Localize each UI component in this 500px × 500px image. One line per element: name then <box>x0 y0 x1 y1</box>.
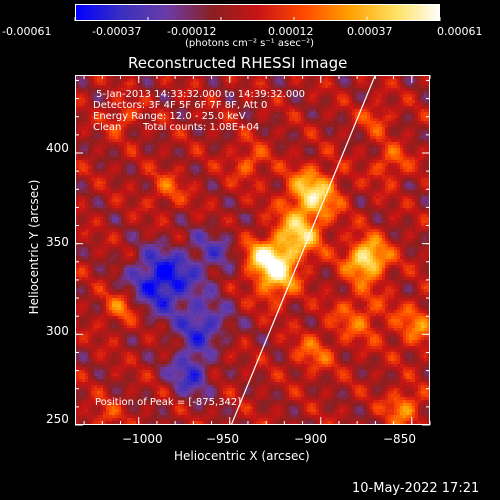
plot-area: 5-Jan-2013 14:33:32.000 to 14:39:32.000 … <box>75 75 430 425</box>
chart-title: Reconstructed RHESSI Image <box>128 54 348 72</box>
colorbar-tick-6: 0.00061 <box>437 25 483 38</box>
annotation-total-counts: Total counts: 1.08E+04 <box>143 122 260 133</box>
y-tick-label-1: 250 <box>46 412 69 426</box>
annotation-time-range: 5-Jan-2013 14:33:32.000 to 14:39:32.000 <box>96 89 305 100</box>
heatmap-image <box>76 76 429 424</box>
annotation-energy-range: Energy Range: 12.0 - 25.0 keV <box>93 111 246 122</box>
annotation-method: Clean <box>93 122 122 133</box>
x-tick-label-1: −1000 <box>122 432 163 446</box>
y-tick-label-4: 400 <box>46 141 69 155</box>
annotation-peak-position: Position of Peak = [-875,342] <box>95 397 242 408</box>
x-tick-label-4: −850 <box>383 432 416 446</box>
colorbar-tick-5: 0.00037 <box>347 25 393 38</box>
y-tick-label-2: 300 <box>46 324 69 338</box>
y-tick-label-3: 350 <box>46 235 69 249</box>
colorbar <box>75 4 440 21</box>
x-tick-label-2: −950 <box>206 432 239 446</box>
x-tick-label-3: −900 <box>294 432 327 446</box>
timestamp: 10-May-2022 17:21 <box>352 481 480 496</box>
colorbar-tick-4: 0.00012 <box>268 25 314 38</box>
x-axis-label: Heliocentric X (arcsec) <box>174 449 310 463</box>
colorbar-tick-2: -0.00037 <box>92 25 142 38</box>
colorbar-tick-3: -0.00012 <box>167 25 217 38</box>
solar-limb-line <box>231 76 376 424</box>
annotation-detectors: Detectors: 3F 4F 5F 6F 7F 8F, Att 0 <box>93 100 268 111</box>
y-axis-label: Heliocentric Y (arcsec) <box>27 179 41 315</box>
colorbar-tick-1: -0.00061 <box>2 25 52 38</box>
colorbar-unit-label: (photons cm⁻² s⁻¹ asec⁻²) <box>185 38 315 49</box>
